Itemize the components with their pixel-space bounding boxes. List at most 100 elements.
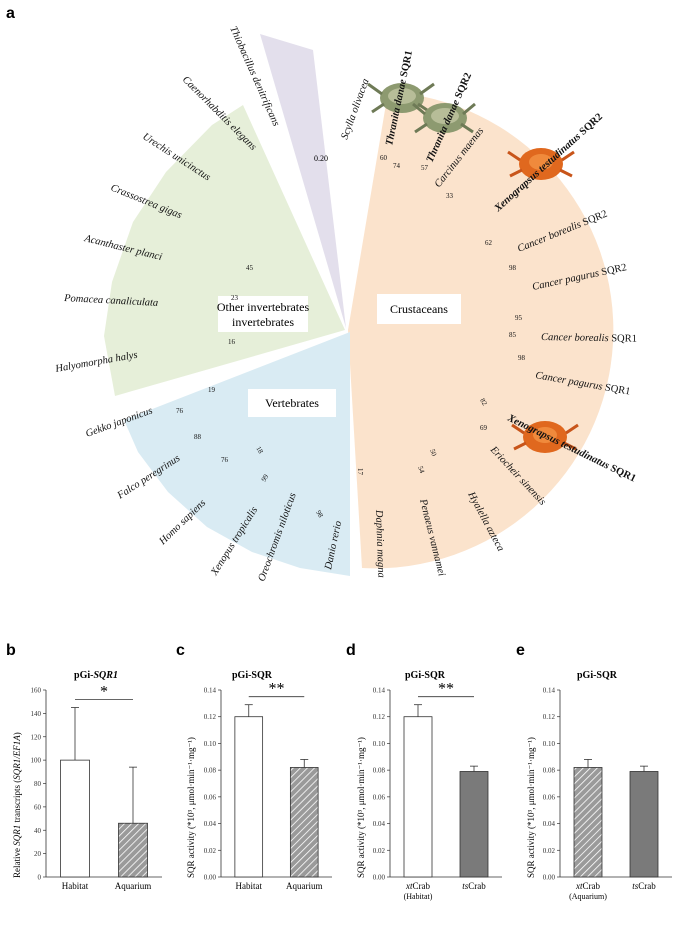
chart-d-bar: [459, 771, 489, 878]
bootstrap-label: 69: [480, 424, 488, 432]
chart-c-ytick-label: 0.00: [204, 874, 217, 882]
bootstrap-label: 98: [314, 509, 325, 519]
bootstrap-label: 76: [221, 456, 229, 464]
chart-b-ylabel: Relative SQR1 transcripts (SQR1/EF1A): [12, 732, 22, 878]
thranita-crab-photo-2: [412, 102, 476, 134]
panel-label-c: c: [176, 642, 185, 659]
chart-b-ytick-label: 60: [34, 803, 42, 811]
bootstrap-label: 88: [194, 433, 202, 441]
species-cancer-borealis-sqr1: Cancer borealis SQR1: [541, 332, 637, 345]
chart-b-ytick-label: 0: [38, 874, 42, 882]
chart-d-title: pGi-SQR: [405, 670, 446, 681]
chart-b-category-label: Aquarium: [115, 881, 152, 891]
xenograpsus-crab-photo-sqr1: [511, 421, 579, 453]
chart-d-ytick-label: 0.04: [373, 820, 386, 828]
xenograpsus-crab-photo-sqr2: [507, 148, 575, 180]
species-pomacea: Pomacea canaliculata: [63, 293, 159, 309]
bootstrap-label: 50: [428, 448, 438, 458]
chart-c-category-label: Aquarium: [286, 881, 323, 891]
bootstrap-label: 57: [421, 164, 429, 172]
chart-e-ytick-label: 0.02: [543, 847, 556, 855]
species-daphnia: Daphnia magna: [373, 509, 386, 578]
bootstrap-label: 60: [380, 154, 388, 162]
chart-e-bar: [629, 771, 659, 878]
group-label-box-invert: [218, 296, 308, 332]
chart-d-ytick-label: 0.06: [373, 793, 386, 801]
bootstrap-label: 18: [254, 445, 265, 455]
chart-e-bar: [573, 767, 603, 878]
chart-c-ytick-label: 0.06: [204, 793, 217, 801]
bootstrap-label: 19: [208, 386, 216, 394]
bootstrap-label: 82: [478, 397, 489, 407]
bootstrap-label: 76: [176, 407, 184, 415]
chart-c-ylabel: SQR activity (*10³, μmol·min⁻¹·mg⁻¹): [186, 737, 196, 878]
bootstrap-label: 16: [228, 338, 236, 346]
bootstrap-label: 98: [518, 354, 526, 362]
chart-e-title: pGi-SQR: [577, 670, 618, 681]
chart-b-category-label: Habitat: [62, 881, 89, 891]
chart-d-category-label: xtCrab: [405, 881, 430, 891]
species-homo: Homo sapiens: [157, 498, 208, 548]
chart-e-category-sublabel: (Aquarium): [569, 892, 607, 901]
chart-b-ytick-label: 120: [31, 733, 42, 741]
chart-e-ytick-label: 0.10: [543, 740, 556, 748]
bootstrap-label: 95: [515, 314, 523, 322]
chart-b-bar: [118, 822, 148, 878]
bootstrap-label: 54: [416, 465, 426, 475]
bootstrap-label: 85: [509, 331, 517, 339]
bacteria-sector: [260, 34, 346, 328]
chart-b-significance-mark: *: [100, 684, 108, 701]
chart-d-ytick-label: 0.10: [373, 740, 386, 748]
species-scylla: Scylla olivacea: [339, 77, 371, 141]
chart-b-ytick-label: 80: [34, 780, 42, 788]
group-label-box-crust: [377, 294, 461, 324]
bootstrap-label: 62: [485, 239, 493, 247]
chart-c-title: pGi-SQR: [232, 670, 273, 681]
bootstrap-label: 99: [260, 473, 271, 483]
panel-label-e: e: [516, 642, 525, 659]
chart-e-category-label: xtCrab: [575, 881, 600, 891]
chart-b-ytick-label: 100: [31, 757, 42, 765]
panel-label-a: a: [6, 5, 15, 22]
bootstrap-label: 74: [393, 162, 401, 170]
chart-b-ytick-label: 40: [34, 827, 42, 835]
chart-d-category-sublabel: (Habitat): [404, 892, 433, 901]
group-label-vertebrates: Vertebrates: [265, 396, 319, 410]
group-label-invertebrates: invertebrates: [232, 315, 294, 329]
chart-e-ytick-label: 0.14: [543, 687, 556, 695]
chart-d-ytick-label: 0.08: [373, 767, 386, 775]
bar-charts: 0 20 40 60 80 100 120 140 160 Habitat Aquarium * 0.0…: [31, 681, 672, 901]
group-label-other: Other invertebrates: [217, 300, 310, 314]
chart-d-ytick-label: 0.02: [373, 847, 386, 855]
chart-c-ytick-label: 0.02: [204, 847, 217, 855]
chart-c-bar: [234, 716, 264, 878]
chart-e-ytick-label: 0.12: [543, 713, 556, 721]
chart-d-category-label: tsCrab: [462, 881, 486, 891]
chart-c-significance-mark: **: [269, 681, 285, 698]
panel-label-d: d: [346, 642, 356, 659]
bootstrap-label: 98: [509, 264, 517, 272]
chart-d-significance-mark: **: [438, 681, 454, 698]
panel-label-b: b: [6, 642, 16, 659]
chart-d-ytick-label: 0.14: [373, 687, 386, 695]
chart-c-category-label: Habitat: [236, 881, 263, 891]
chart-e-ylabel: SQR activity (*10³, μmol·min⁻¹·mg⁻¹): [526, 737, 536, 878]
chart-e-ytick-label: 0.06: [543, 793, 556, 801]
chart-c-ytick-label: 0.08: [204, 767, 217, 775]
bootstrap-label: 45: [246, 264, 254, 272]
chart-e-ytick-label: 0.04: [543, 820, 556, 828]
chart-b-title: pGi-SQR1: [74, 670, 118, 681]
chart-b-ytick-label: 160: [31, 687, 42, 695]
chart-d-ytick-label: 0.12: [373, 713, 386, 721]
chart-e-category-label: tsCrab: [632, 881, 656, 891]
chart-c-bar: [289, 767, 319, 878]
group-label-box-vert: [248, 389, 336, 417]
bootstrap-label: 33: [446, 192, 454, 200]
crustaceans-sector: [348, 92, 614, 569]
chart-c-ytick-label: 0.14: [204, 687, 217, 695]
chart-c-ytick-label: 0.10: [204, 740, 217, 748]
chart-e-ytick-label: 0.00: [543, 874, 556, 882]
chart-c-ytick-label: 0.04: [204, 820, 217, 828]
chart-c-ytick-label: 0.12: [204, 713, 217, 721]
